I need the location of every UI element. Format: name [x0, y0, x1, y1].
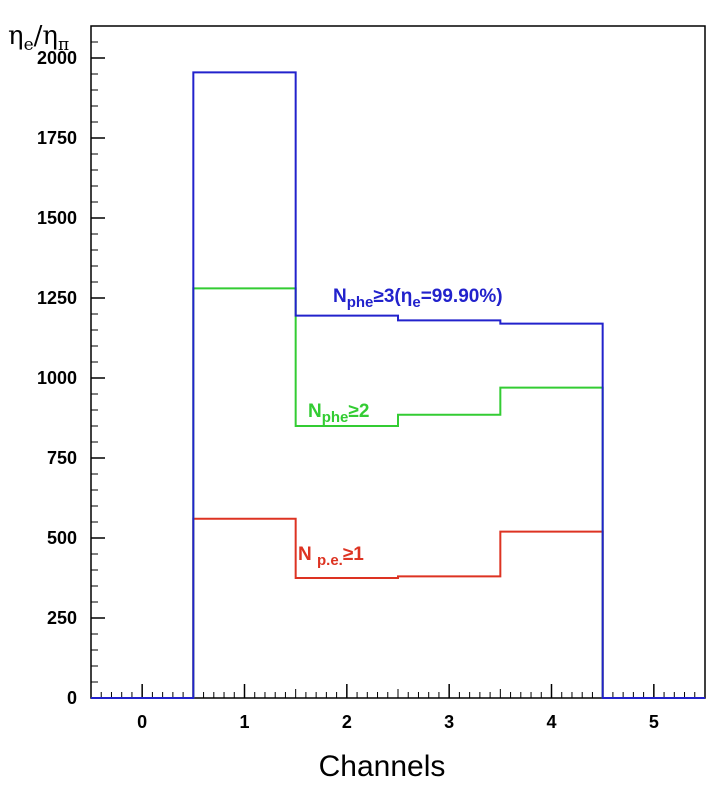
- x-tick-label: 0: [137, 712, 147, 732]
- y-tick-label: 2000: [37, 48, 77, 68]
- series-group: [91, 71, 705, 699]
- y-tick-label: 1000: [37, 368, 77, 388]
- plot-frame: [90, 25, 706, 699]
- y-tick-label: 1500: [37, 208, 77, 228]
- x-axis-label: Channels: [319, 750, 446, 783]
- x-tick-label: 2: [342, 712, 352, 732]
- y-axis: 0 250 500 750 1000 1250 1500 1750 2000: [37, 41, 105, 708]
- x-tick-label: 3: [444, 712, 454, 732]
- x-tick-label: 5: [649, 712, 659, 732]
- annotation-npe1: N p.e.≥1: [298, 544, 364, 569]
- ylabel-eta2: η: [42, 21, 58, 51]
- x-tick-label: 1: [239, 712, 249, 732]
- series-line-0: [91, 71, 705, 699]
- x-tick-label: 4: [546, 712, 556, 732]
- y-tick-label: 1250: [37, 288, 77, 308]
- y-tick-label: 0: [67, 688, 77, 708]
- annotation-nphe3: Nphe≥3(ηe=99.90%): [333, 286, 503, 311]
- ylabel-eta: η: [8, 21, 24, 51]
- series-line-2: [91, 517, 705, 699]
- annotation-nphe2: Nphe≥2: [308, 401, 369, 426]
- y-tick-label: 1750: [37, 128, 77, 148]
- y-tick-label: 750: [47, 448, 77, 468]
- y-axis-label: ηe/ηπ: [8, 21, 69, 55]
- x-axis: 0 1 2 3 4 5: [90, 684, 706, 732]
- y-tick-label: 500: [47, 528, 77, 548]
- ylabel-sub-pi: π: [58, 35, 69, 55]
- ylabel-sub-e: e: [24, 35, 34, 55]
- series-line-1: [91, 287, 705, 699]
- ylabel-slash: /: [34, 21, 43, 51]
- y-tick-label: 250: [47, 608, 77, 628]
